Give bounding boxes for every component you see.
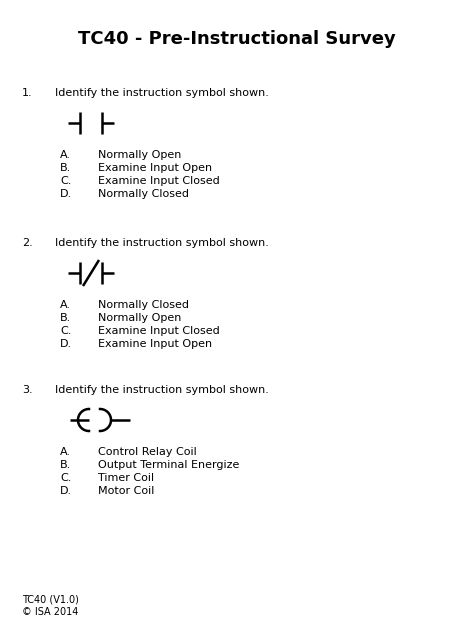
Text: Timer Coil: Timer Coil [98,473,154,483]
Text: Identify the instruction symbol shown.: Identify the instruction symbol shown. [55,88,269,98]
Text: A.: A. [60,300,71,310]
Text: B.: B. [60,460,71,470]
Text: © ISA 2014: © ISA 2014 [22,607,78,617]
Text: Motor Coil: Motor Coil [98,486,155,496]
Text: 3.: 3. [22,385,33,395]
Text: C.: C. [60,176,72,186]
Text: TC40 - Pre-Instructional Survey: TC40 - Pre-Instructional Survey [78,30,396,48]
Text: Examine Input Open: Examine Input Open [98,163,212,173]
Text: A.: A. [60,150,71,160]
Text: TC40 (V1.0): TC40 (V1.0) [22,595,79,605]
Text: Examine Input Closed: Examine Input Closed [98,326,220,336]
Text: Normally Open: Normally Open [98,150,182,160]
Text: Normally Closed: Normally Closed [98,189,189,199]
Text: Examine Input Closed: Examine Input Closed [98,176,220,186]
Text: Identify the instruction symbol shown.: Identify the instruction symbol shown. [55,385,269,395]
Text: B.: B. [60,313,71,323]
Text: A.: A. [60,447,71,457]
Text: D.: D. [60,339,72,349]
Text: Examine Input Open: Examine Input Open [98,339,212,349]
Text: Normally Closed: Normally Closed [98,300,189,310]
Text: 2.: 2. [22,238,33,248]
Text: C.: C. [60,326,72,336]
Text: D.: D. [60,189,72,199]
Text: B.: B. [60,163,71,173]
Text: Identify the instruction symbol shown.: Identify the instruction symbol shown. [55,238,269,248]
Text: Control Relay Coil: Control Relay Coil [98,447,197,457]
Text: Output Terminal Energize: Output Terminal Energize [98,460,239,470]
Text: Normally Open: Normally Open [98,313,182,323]
Text: 1.: 1. [22,88,33,98]
Text: D.: D. [60,486,72,496]
Text: C.: C. [60,473,72,483]
